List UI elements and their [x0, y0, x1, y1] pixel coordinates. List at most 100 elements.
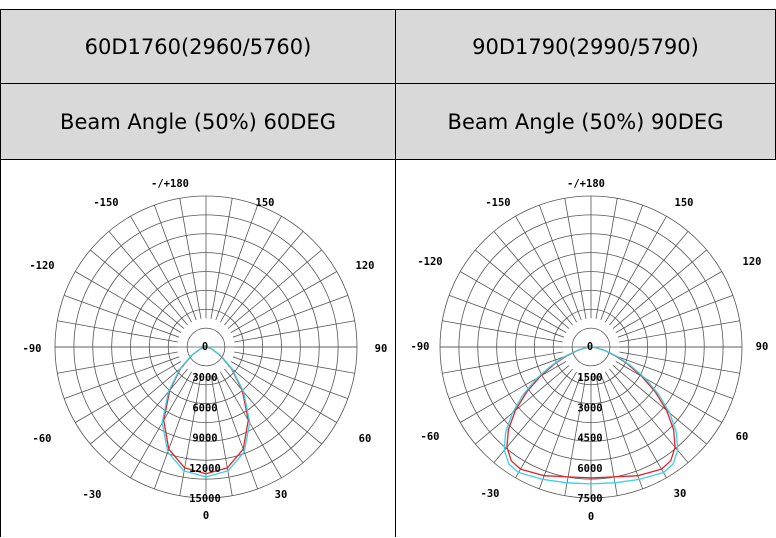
angle-label: 0	[588, 511, 594, 523]
polar-spoke	[617, 294, 734, 338]
beam-angle-label-2: Beam Angle (50%) 90DEG	[447, 109, 724, 134]
angle-label: 0	[203, 510, 209, 522]
radial-tick-label: 0	[587, 341, 593, 353]
polar-spoke	[179, 375, 202, 496]
radial-tick-label: 7500	[577, 493, 602, 505]
polar-spoke	[460, 360, 567, 423]
angle-label: 60	[736, 431, 749, 443]
polar-spoke	[232, 356, 349, 400]
intensity-curve	[503, 346, 679, 485]
model-title-2: 90D1790(2990/5790)	[472, 34, 699, 59]
angle-label: -90	[23, 343, 42, 355]
polar-spoke	[538, 204, 582, 321]
polar-spoke	[619, 351, 740, 374]
intensity-curve	[161, 346, 251, 478]
polar-spoke	[615, 360, 722, 423]
polar-spoke	[215, 373, 259, 490]
polar-spoke	[619, 320, 740, 343]
polar-spoke	[219, 216, 282, 323]
polar-spoke	[475, 249, 570, 329]
angle-label: 90	[375, 343, 388, 355]
radial-tick-label: 1500	[577, 372, 602, 384]
angle-label: 90	[756, 341, 769, 353]
model-header-2: 90D1790(2990/5790)	[395, 9, 776, 83]
polar-spoke	[604, 216, 667, 323]
polar-spoke	[219, 371, 282, 478]
radial-tick-label: 15000	[189, 493, 221, 505]
radial-tick-label: 6000	[192, 402, 217, 414]
polar-spoke	[600, 373, 644, 490]
polar-spoke	[600, 204, 644, 321]
polar-spoke	[234, 320, 355, 343]
angle-label: 150	[675, 197, 694, 209]
angle-label: -150	[485, 197, 510, 209]
angle-label: 150	[256, 197, 275, 209]
polar-spoke	[63, 294, 180, 338]
polar-spoke	[515, 216, 578, 323]
polar-spoke	[515, 371, 578, 478]
angle-label: 120	[743, 256, 762, 268]
polar-spoke	[210, 375, 233, 496]
angle-label: 30	[674, 488, 687, 500]
model-header-1: 60D1760(2960/5760)	[0, 9, 395, 83]
angle-label: 60	[359, 433, 372, 445]
polar-spoke	[538, 373, 582, 490]
polar-spoke	[448, 294, 565, 338]
polar-spoke	[612, 365, 707, 445]
polar-spoke	[230, 360, 337, 423]
polar-spoke	[63, 356, 180, 400]
radial-tick-label: 6000	[577, 463, 602, 475]
radial-tick-label: 3000	[577, 402, 602, 414]
beam-angle-cell-2: Beam Angle (50%) 90DEG	[395, 83, 776, 159]
angle-label: -30	[83, 489, 102, 501]
angle-label: -30	[481, 488, 500, 500]
polar-spoke	[442, 351, 563, 374]
polar-spoke	[227, 249, 322, 329]
polar-spoke	[232, 294, 349, 338]
polar-spoke	[57, 351, 178, 374]
polar-spoke	[215, 204, 259, 321]
angle-label: 30	[275, 489, 288, 501]
polar-spoke	[615, 271, 722, 334]
angle-label: -120	[29, 260, 54, 272]
angle-label: -/+180	[151, 178, 189, 190]
polar-chart-90deg: 0 1500 3000 4500 6000 7500 -/+180 -150 150 -120 12…	[411, 178, 769, 523]
angle-label: -150	[93, 197, 118, 209]
beam-angle-label-1: Beam Angle (50%) 60DEG	[60, 109, 336, 134]
polar-spoke	[90, 249, 185, 329]
polar-spoke	[57, 320, 178, 343]
polar-spoke	[564, 375, 587, 496]
polar-spoke	[460, 271, 567, 334]
polar-spoke	[153, 373, 197, 490]
polar-cell-1: 0 3000 6000 9000 12000 15000 -/+180 -150 150 -120…	[0, 159, 395, 537]
polar-spoke	[442, 320, 563, 343]
polar-spoke	[108, 368, 188, 463]
polar-spoke	[224, 231, 304, 326]
angle-label: -90	[411, 341, 430, 353]
polar-spoke	[108, 231, 188, 326]
polar-spoke	[230, 271, 337, 334]
polar-cell-2: 0 1500 3000 4500 6000 7500 -/+180 -150 150 -120 12…	[395, 159, 776, 537]
radial-tick-label: 12000	[189, 463, 221, 475]
angle-label: -120	[417, 256, 442, 268]
polar-spoke	[612, 249, 707, 329]
polar-spoke	[224, 368, 304, 463]
radial-tick-label: 0	[202, 341, 208, 353]
polar-spoke	[493, 231, 573, 326]
polar-spoke	[90, 365, 185, 445]
polar-spoke	[75, 360, 182, 423]
polar-spoke	[75, 271, 182, 334]
beam-angle-cell-1: Beam Angle (50%) 60DEG	[0, 83, 395, 159]
polar-spoke	[210, 198, 233, 319]
polar-spoke	[604, 371, 667, 478]
angle-label: -60	[33, 433, 52, 445]
polar-spoke	[475, 365, 570, 445]
radial-tick-label: 4500	[577, 433, 602, 445]
angle-label: -60	[421, 431, 440, 443]
polar-spoke	[179, 198, 202, 319]
angle-label: -/+180	[567, 178, 605, 190]
polar-spoke	[227, 365, 322, 445]
polar-spoke	[564, 198, 587, 319]
polar-spoke	[448, 356, 565, 400]
polar-chart-60deg: 0 3000 6000 9000 12000 15000 -/+180 -150 150 -120…	[23, 178, 388, 522]
